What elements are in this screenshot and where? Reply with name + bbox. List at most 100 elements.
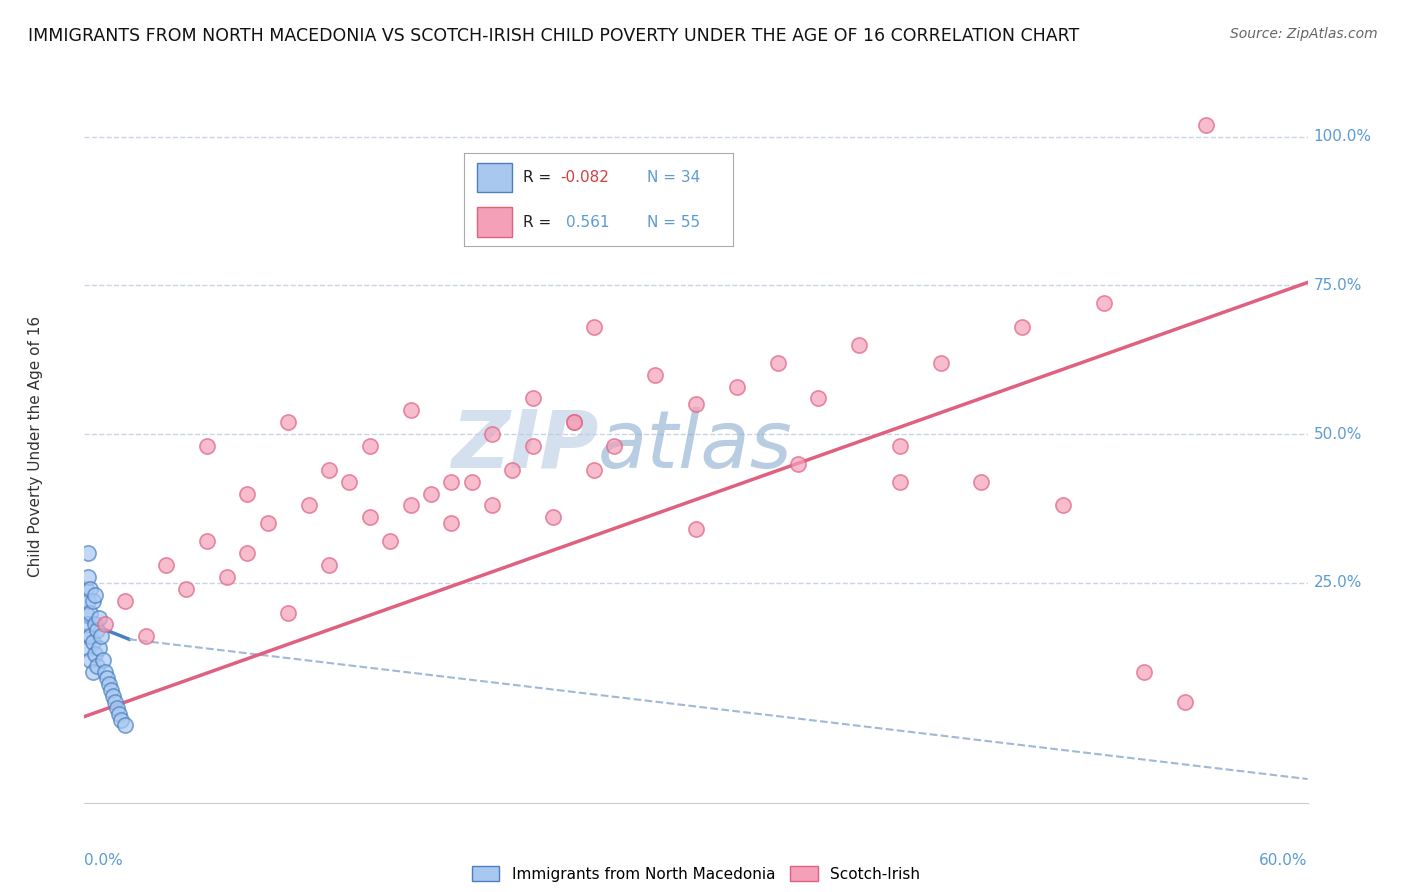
Point (77, 593, 100, 607)
Text: IMMIGRANTS FROM NORTH MACEDONIA VS SCOTCH-IRISH CHILD POVERTY UNDER THE AGE OF 1: IMMIGRANTS FROM NORTH MACEDONIA VS SCOTC… (28, 27, 1080, 45)
Text: Source: ZipAtlas.com: Source: ZipAtlas.com (1230, 27, 1378, 41)
Point (970, 475, 993, 489)
Text: 0.0%: 0.0% (84, 853, 124, 868)
Point (77, 570, 100, 584)
Point (1174, 695, 1197, 709)
Text: -0.082: -0.082 (561, 170, 609, 185)
Point (93, 665, 115, 679)
Point (77, 546, 100, 560)
Point (461, 475, 484, 489)
Point (787, 457, 810, 471)
Point (114, 718, 136, 732)
Point (83, 617, 105, 632)
Point (101, 689, 124, 703)
Point (399, 499, 422, 513)
Point (440, 475, 463, 489)
Point (1195, 118, 1218, 132)
Point (96, 671, 118, 685)
Text: 75.0%: 75.0% (1313, 278, 1362, 293)
Point (100, 682, 122, 697)
Point (582, 320, 605, 334)
Text: Child Poverty Under the Age of 16: Child Poverty Under the Age of 16 (28, 316, 44, 576)
Point (195, 439, 218, 453)
FancyBboxPatch shape (477, 162, 512, 193)
Point (339, 475, 360, 489)
Point (108, 706, 131, 721)
Point (685, 397, 707, 411)
Point (105, 700, 128, 714)
Point (481, 427, 503, 442)
Point (380, 534, 402, 549)
Point (83, 588, 105, 602)
Point (603, 439, 626, 453)
Point (848, 338, 870, 352)
Point (582, 463, 605, 477)
Point (83, 647, 105, 661)
Point (318, 463, 340, 477)
Point (79, 629, 101, 643)
Point (420, 486, 443, 500)
Point (75, 629, 97, 643)
Point (75, 582, 97, 596)
Point (359, 510, 381, 524)
Point (77, 641, 100, 656)
Point (440, 516, 463, 531)
Text: 60.0%: 60.0% (1260, 853, 1308, 868)
Text: N = 55: N = 55 (647, 215, 700, 229)
Point (86, 624, 108, 638)
Point (79, 606, 101, 620)
Text: R =: R = (523, 215, 561, 229)
Point (174, 582, 197, 596)
Point (277, 606, 299, 620)
Point (114, 593, 136, 607)
Point (87, 611, 110, 625)
Point (359, 439, 381, 453)
Point (236, 486, 259, 500)
Point (236, 546, 259, 560)
Text: atlas: atlas (598, 407, 793, 485)
Point (77, 617, 100, 632)
Point (97, 677, 120, 691)
Point (481, 499, 503, 513)
Point (79, 582, 101, 596)
Point (82, 635, 104, 649)
Point (929, 356, 952, 370)
Point (110, 713, 132, 727)
Point (75, 606, 97, 620)
Text: N = 34: N = 34 (647, 170, 700, 185)
Point (135, 629, 157, 643)
Point (685, 522, 707, 536)
Point (644, 368, 666, 382)
Point (1011, 320, 1033, 334)
Text: 100.0%: 100.0% (1313, 129, 1372, 145)
Point (543, 510, 565, 524)
Point (257, 516, 280, 531)
Point (82, 665, 104, 679)
Text: 50.0%: 50.0% (1313, 426, 1362, 442)
Point (298, 499, 321, 513)
Point (725, 379, 748, 393)
Point (87, 641, 110, 656)
Point (522, 392, 544, 406)
Point (217, 570, 239, 584)
Point (501, 463, 523, 477)
Text: 25.0%: 25.0% (1313, 575, 1362, 591)
FancyBboxPatch shape (477, 207, 512, 237)
Point (562, 415, 585, 429)
Point (93, 617, 115, 632)
Point (155, 558, 177, 572)
Point (522, 439, 544, 453)
Point (807, 392, 830, 406)
Point (889, 475, 911, 489)
Point (195, 534, 218, 549)
Point (104, 695, 127, 709)
Point (1052, 499, 1074, 513)
Point (91, 653, 114, 667)
Text: 0.561: 0.561 (565, 215, 609, 229)
Point (86, 659, 108, 673)
Text: ZIP: ZIP (451, 407, 598, 485)
Point (1133, 665, 1156, 679)
Point (79, 653, 101, 667)
Point (82, 593, 104, 607)
Point (1092, 296, 1115, 310)
